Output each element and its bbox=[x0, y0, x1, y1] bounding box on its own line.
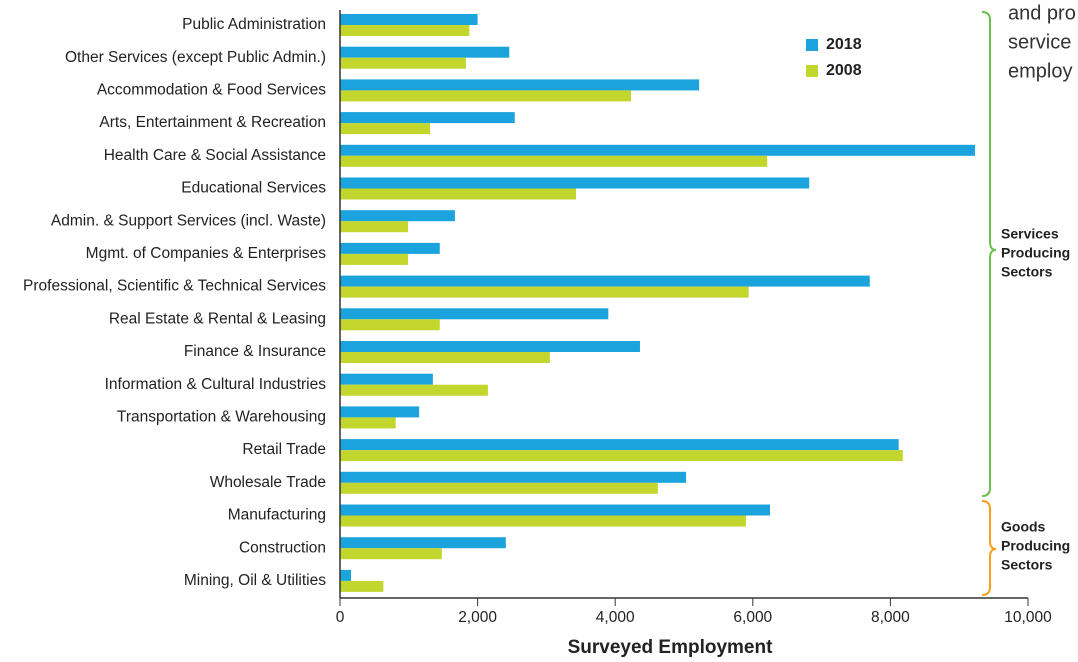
y-tick-label: Real Estate & Rental & Leasing bbox=[109, 310, 326, 327]
y-tick-label: Admin. & Support Services (incl. Waste) bbox=[51, 212, 326, 229]
bar bbox=[340, 14, 478, 25]
bar bbox=[340, 341, 640, 352]
annotation: employ bbox=[1008, 60, 1072, 82]
group-label: Goods bbox=[1001, 519, 1046, 535]
bar bbox=[340, 155, 768, 167]
y-tick-label: Health Care & Social Assistance bbox=[104, 147, 326, 164]
y-tick-label: Finance & Insurance bbox=[184, 343, 326, 360]
y-tick-label: Construction bbox=[239, 539, 326, 556]
goods-bracket bbox=[981, 500, 997, 596]
bar bbox=[340, 112, 515, 124]
y-tick-label: Transportation & Warehousing bbox=[117, 408, 326, 425]
bar bbox=[340, 144, 976, 156]
bar bbox=[340, 406, 420, 418]
group-label: Producing bbox=[1001, 245, 1070, 261]
bar bbox=[340, 417, 396, 429]
bar bbox=[340, 253, 409, 265]
y-tick-label: Other Services (except Public Admin.) bbox=[65, 49, 326, 66]
bar bbox=[340, 384, 488, 396]
x-tick-label: 2,000 bbox=[458, 609, 497, 626]
x-tick-label: 6,000 bbox=[733, 609, 772, 626]
bar bbox=[340, 569, 352, 581]
x-tick-label: 4,000 bbox=[596, 609, 635, 626]
y-tick-label: Information & Cultural Industries bbox=[105, 376, 327, 393]
y-tick-label: Public Administration bbox=[182, 16, 326, 33]
bar bbox=[340, 482, 658, 494]
bar bbox=[340, 123, 431, 135]
bar bbox=[340, 352, 550, 363]
bar bbox=[340, 580, 384, 592]
bar bbox=[340, 242, 440, 254]
group-label: Sectors bbox=[1001, 557, 1053, 573]
bar bbox=[340, 319, 440, 331]
y-tick-label: Accommodation & Food Services bbox=[97, 81, 326, 98]
y-tick-label: Professional, Scientific & Technical Ser… bbox=[23, 278, 326, 295]
x-tick-label: 0 bbox=[336, 609, 345, 626]
bar bbox=[340, 548, 442, 560]
bar bbox=[340, 210, 455, 222]
y-tick-label: Arts, Entertainment & Recreation bbox=[99, 114, 326, 131]
bar bbox=[340, 450, 903, 462]
bar bbox=[340, 57, 466, 69]
y-tick-label: Mining, Oil & Utilities bbox=[184, 572, 326, 589]
annotation: and pro bbox=[1008, 2, 1076, 24]
bar bbox=[340, 25, 470, 36]
legend-label: 2008 bbox=[826, 62, 862, 79]
legend-label: 2018 bbox=[826, 36, 862, 53]
bar bbox=[340, 439, 899, 451]
bar bbox=[340, 188, 576, 200]
group-label: Producing bbox=[1001, 538, 1070, 554]
bar bbox=[340, 286, 749, 298]
bar bbox=[340, 79, 700, 91]
legend-swatch bbox=[806, 39, 818, 51]
y-tick-label: Manufacturing bbox=[228, 507, 326, 524]
bar bbox=[340, 46, 510, 58]
bar bbox=[340, 308, 609, 320]
bar bbox=[340, 177, 810, 189]
group-label: Services bbox=[1001, 226, 1059, 242]
y-tick-label: Educational Services bbox=[181, 180, 326, 197]
bar bbox=[340, 275, 870, 287]
x-axis-label: Surveyed Employment bbox=[568, 637, 774, 658]
bar bbox=[340, 373, 433, 385]
x-tick-label: 10,000 bbox=[1004, 609, 1052, 626]
y-tick-label: Wholesale Trade bbox=[210, 474, 326, 491]
bar bbox=[340, 471, 687, 483]
y-tick-label: Retail Trade bbox=[242, 441, 326, 458]
annotation: service bbox=[1008, 31, 1071, 53]
bar bbox=[340, 221, 409, 233]
bar bbox=[340, 537, 506, 549]
group-label: Sectors bbox=[1001, 264, 1053, 280]
legend-swatch bbox=[806, 65, 818, 77]
x-tick-label: 8,000 bbox=[871, 609, 910, 626]
y-tick-label: Mgmt. of Companies & Enterprises bbox=[86, 245, 327, 262]
bar bbox=[340, 90, 632, 102]
bar bbox=[340, 515, 746, 527]
services-bracket bbox=[981, 11, 997, 497]
bar bbox=[340, 504, 770, 516]
